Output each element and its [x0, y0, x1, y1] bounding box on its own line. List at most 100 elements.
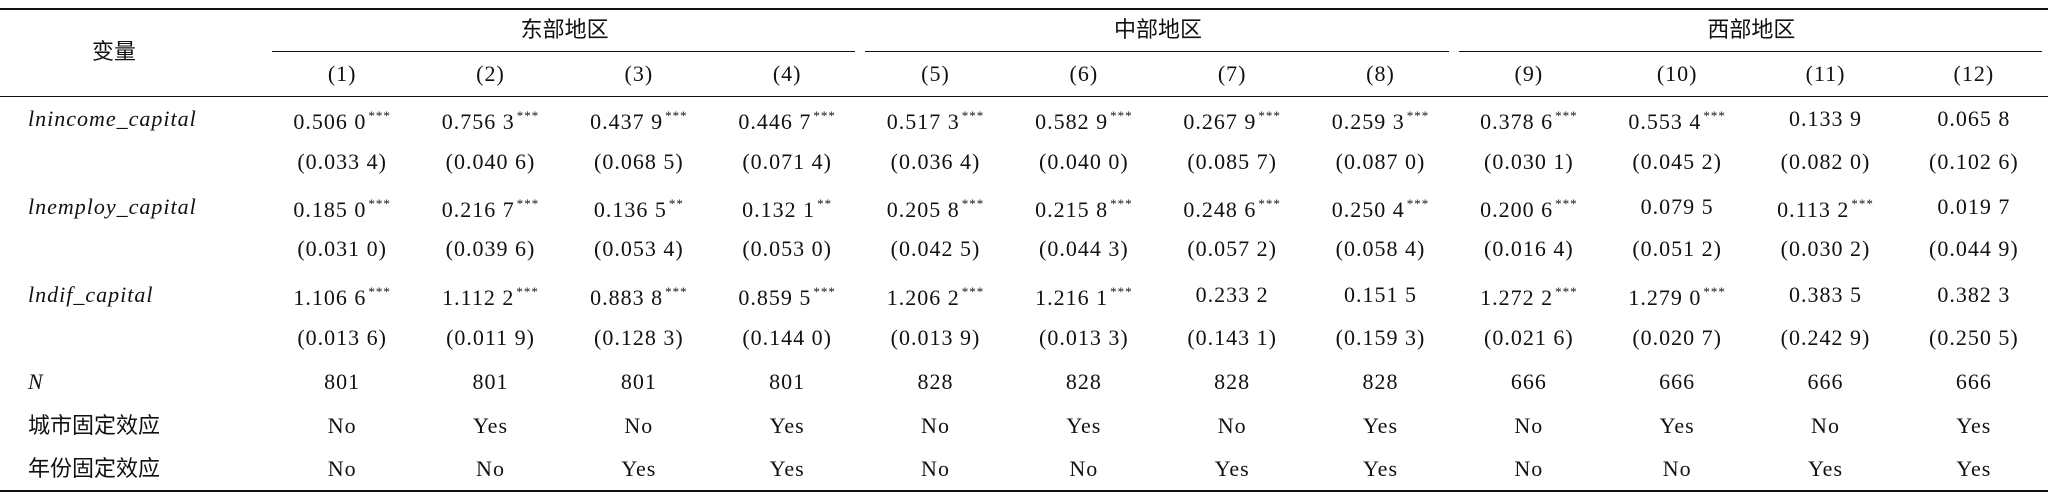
significance-stars: ***: [516, 108, 540, 123]
cell: (0.016 4): [1484, 234, 1574, 264]
cell-value: (0.053 0): [742, 236, 832, 261]
cell-value: No: [327, 413, 357, 438]
cell-value: No: [921, 413, 950, 438]
significance-stars: ***: [1703, 284, 1726, 299]
cell-value: Yes: [621, 456, 657, 481]
row-label: lnemploy_capital: [28, 194, 197, 219]
cell: (0.020 7): [1632, 323, 1722, 353]
cell-value: (0.030 2): [1780, 236, 1871, 261]
cell: No: [1514, 454, 1543, 484]
significance-stars: ***: [1110, 196, 1133, 211]
cell: (0.143 1): [1187, 323, 1277, 353]
cell-value: 0.446 7: [738, 109, 812, 134]
cell: (0.071 4): [742, 147, 832, 177]
var-header: 变量: [91, 39, 137, 64]
cell: 801: [473, 367, 509, 397]
cell-value: 1.272 2: [1480, 285, 1554, 310]
cell-value: 0.132 1: [742, 197, 816, 222]
cell-value: (0.045 2): [1632, 149, 1722, 174]
cell-value: 0.065 8: [1937, 106, 2011, 131]
cell: 1.206 2 ***: [887, 277, 985, 313]
cell-value: (0.071 4): [742, 149, 832, 174]
cell: 0.133 9: [1789, 104, 1862, 134]
cell: (0.250 5): [1929, 323, 2019, 353]
cell: No: [328, 411, 357, 441]
group-header: 东部地区: [520, 17, 609, 42]
cell: 1.106 6 ***: [293, 277, 391, 313]
cell: (0.030 2): [1781, 234, 1871, 264]
cell: 0.019 7: [1937, 192, 2010, 222]
cell-value: Yes: [472, 413, 509, 438]
cell: 0.079 5: [1641, 192, 1714, 222]
significance-stars: ***: [1555, 196, 1578, 211]
cell: (0.033 4): [297, 147, 387, 177]
cell: 828: [1066, 367, 1102, 397]
cell: (0.011 9): [446, 323, 535, 353]
cell: No: [476, 454, 505, 484]
column-header: (5): [921, 61, 950, 86]
cell-value: 0.019 7: [1937, 194, 2011, 219]
cell-value: 1.206 2: [886, 285, 960, 310]
cell: 0.113 2 ***: [1777, 189, 1874, 225]
cell-value: 0.517 3: [886, 109, 960, 134]
cell-value: 666: [1955, 369, 1992, 394]
cell: Yes: [473, 411, 508, 441]
cell: No: [921, 411, 950, 441]
cell-value: Yes: [1659, 413, 1695, 438]
cell-value: No: [1662, 456, 1692, 481]
cell: 0.756 3 ***: [442, 101, 540, 137]
significance-stars: ***: [1258, 108, 1281, 123]
significance-stars: ***: [1258, 196, 1281, 211]
bottom-rule: [0, 490, 2048, 492]
cell: (0.021 6): [1484, 323, 1574, 353]
cell-value: (0.250 5): [1929, 325, 2019, 350]
cell: Yes: [770, 454, 805, 484]
significance-stars: ***: [1110, 284, 1133, 299]
cell-value: (0.044 9): [1929, 236, 2019, 261]
cell: (0.040 6): [446, 147, 536, 177]
cell: (0.030 1): [1484, 147, 1574, 177]
cell: 828: [918, 367, 954, 397]
significance-stars: ***: [813, 108, 836, 123]
significance-stars: ***: [961, 196, 985, 211]
cell: 801: [621, 367, 657, 397]
group-header: 西部地区: [1707, 17, 1796, 42]
cell-value: 0.136 5: [593, 197, 667, 222]
group-rule: [1458, 51, 2042, 52]
row-label: lndif_capital: [28, 282, 154, 307]
row-label: 城市固定效应: [28, 413, 161, 438]
cell-value: 1.112 2: [442, 285, 515, 310]
column-header: (4): [772, 61, 802, 86]
cell-value: 0.859 5: [738, 285, 812, 310]
cell: (0.144 0): [742, 323, 832, 353]
cell: No: [1514, 411, 1543, 441]
cell-value: 0.113 2: [1777, 197, 1850, 222]
column-header: (11): [1805, 61, 1846, 86]
cell-value: (0.128 3): [594, 325, 684, 350]
cell-value: 0.437 9: [590, 109, 664, 134]
cell: No: [1218, 411, 1247, 441]
cell: Yes: [621, 454, 656, 484]
cell-value: Yes: [1066, 413, 1102, 438]
cell-value: (0.051 2): [1632, 236, 1722, 261]
significance-stars: ***: [1555, 108, 1578, 123]
significance-stars: ***: [665, 108, 688, 123]
cell: 1.216 1 ***: [1035, 277, 1133, 313]
cell: No: [1663, 454, 1692, 484]
cell-value: 0.382 3: [1937, 282, 2011, 307]
cell-value: (0.082 0): [1780, 149, 1871, 174]
significance-stars: **: [668, 196, 684, 211]
significance-stars: ***: [665, 284, 688, 299]
cell: (0.058 4): [1336, 234, 1426, 264]
cell-value: (0.159 3): [1335, 325, 1426, 350]
cell-value: (0.016 4): [1484, 236, 1574, 261]
cell-value: 666: [1659, 369, 1696, 394]
cell: (0.053 0): [742, 234, 832, 264]
cell-value: 828: [1362, 369, 1399, 394]
cell: 0.267 9 ***: [1183, 101, 1281, 137]
cell: Yes: [1808, 454, 1843, 484]
column-header: (9): [1514, 61, 1544, 86]
column-header: (8): [1366, 61, 1395, 86]
column-header: (6): [1069, 61, 1099, 86]
cell: 0.132 1 **: [742, 189, 832, 225]
